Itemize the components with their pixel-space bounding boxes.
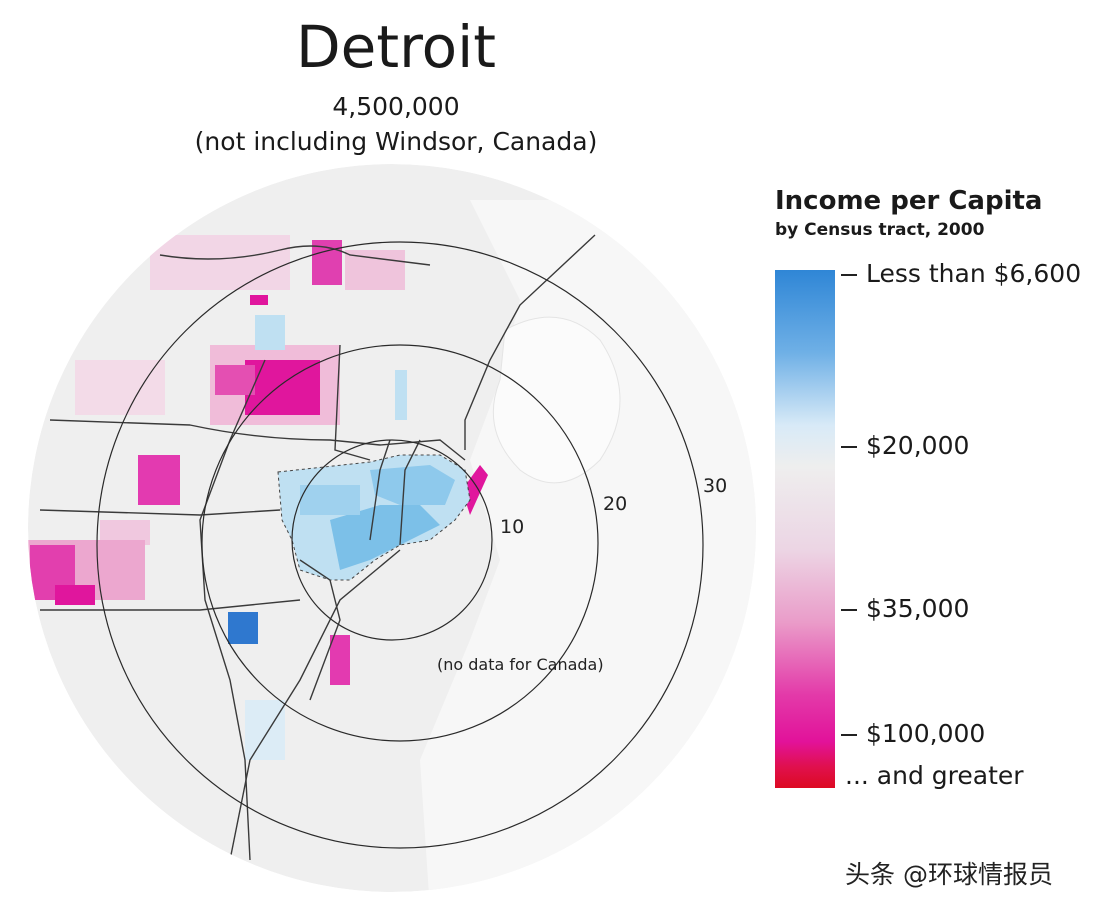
lake-st-clair	[492, 316, 621, 484]
legend-tick-35000	[841, 609, 857, 611]
legend-label-35000: $35,000	[866, 594, 970, 623]
low-income-tracts	[228, 315, 470, 760]
population-label: 4,500,000	[332, 92, 460, 121]
highways	[39, 234, 596, 861]
legend-tick-20000	[841, 446, 857, 448]
watermark: 头条 @环球情报员	[845, 860, 1053, 889]
windsor-note: (not including Windsor, Canada)	[194, 127, 598, 156]
ring-20	[201, 344, 599, 742]
legend-label-greater: ... and greater	[845, 761, 1024, 790]
legend-label-low: Less than $6,600	[866, 259, 1082, 288]
ring-label-10: 10	[500, 516, 524, 538]
high-income-tracts	[28, 235, 488, 685]
legend-title: Income per Capita	[775, 186, 1043, 216]
legend-label-100000: $100,000	[866, 719, 986, 748]
legend-label-20000: $20,000	[866, 431, 970, 460]
ring-30	[96, 241, 704, 849]
legend-color-scale	[775, 270, 835, 788]
distance-rings	[96, 241, 704, 849]
no-data-note: (no data for Canada)	[437, 655, 604, 674]
detroit-city-limits	[277, 454, 471, 581]
map-title: Detroit	[296, 13, 496, 81]
ring-label-30: 30	[703, 475, 727, 497]
legend-subtitle: by Census tract, 2000	[775, 220, 985, 240]
detroit-income-map: 10 20 30 (no data for Canada)	[28, 164, 756, 892]
ring-10	[291, 439, 493, 641]
ring-label-20: 20	[603, 493, 627, 515]
legend-tick-low	[841, 274, 857, 276]
legend-tick-100000	[841, 734, 857, 736]
